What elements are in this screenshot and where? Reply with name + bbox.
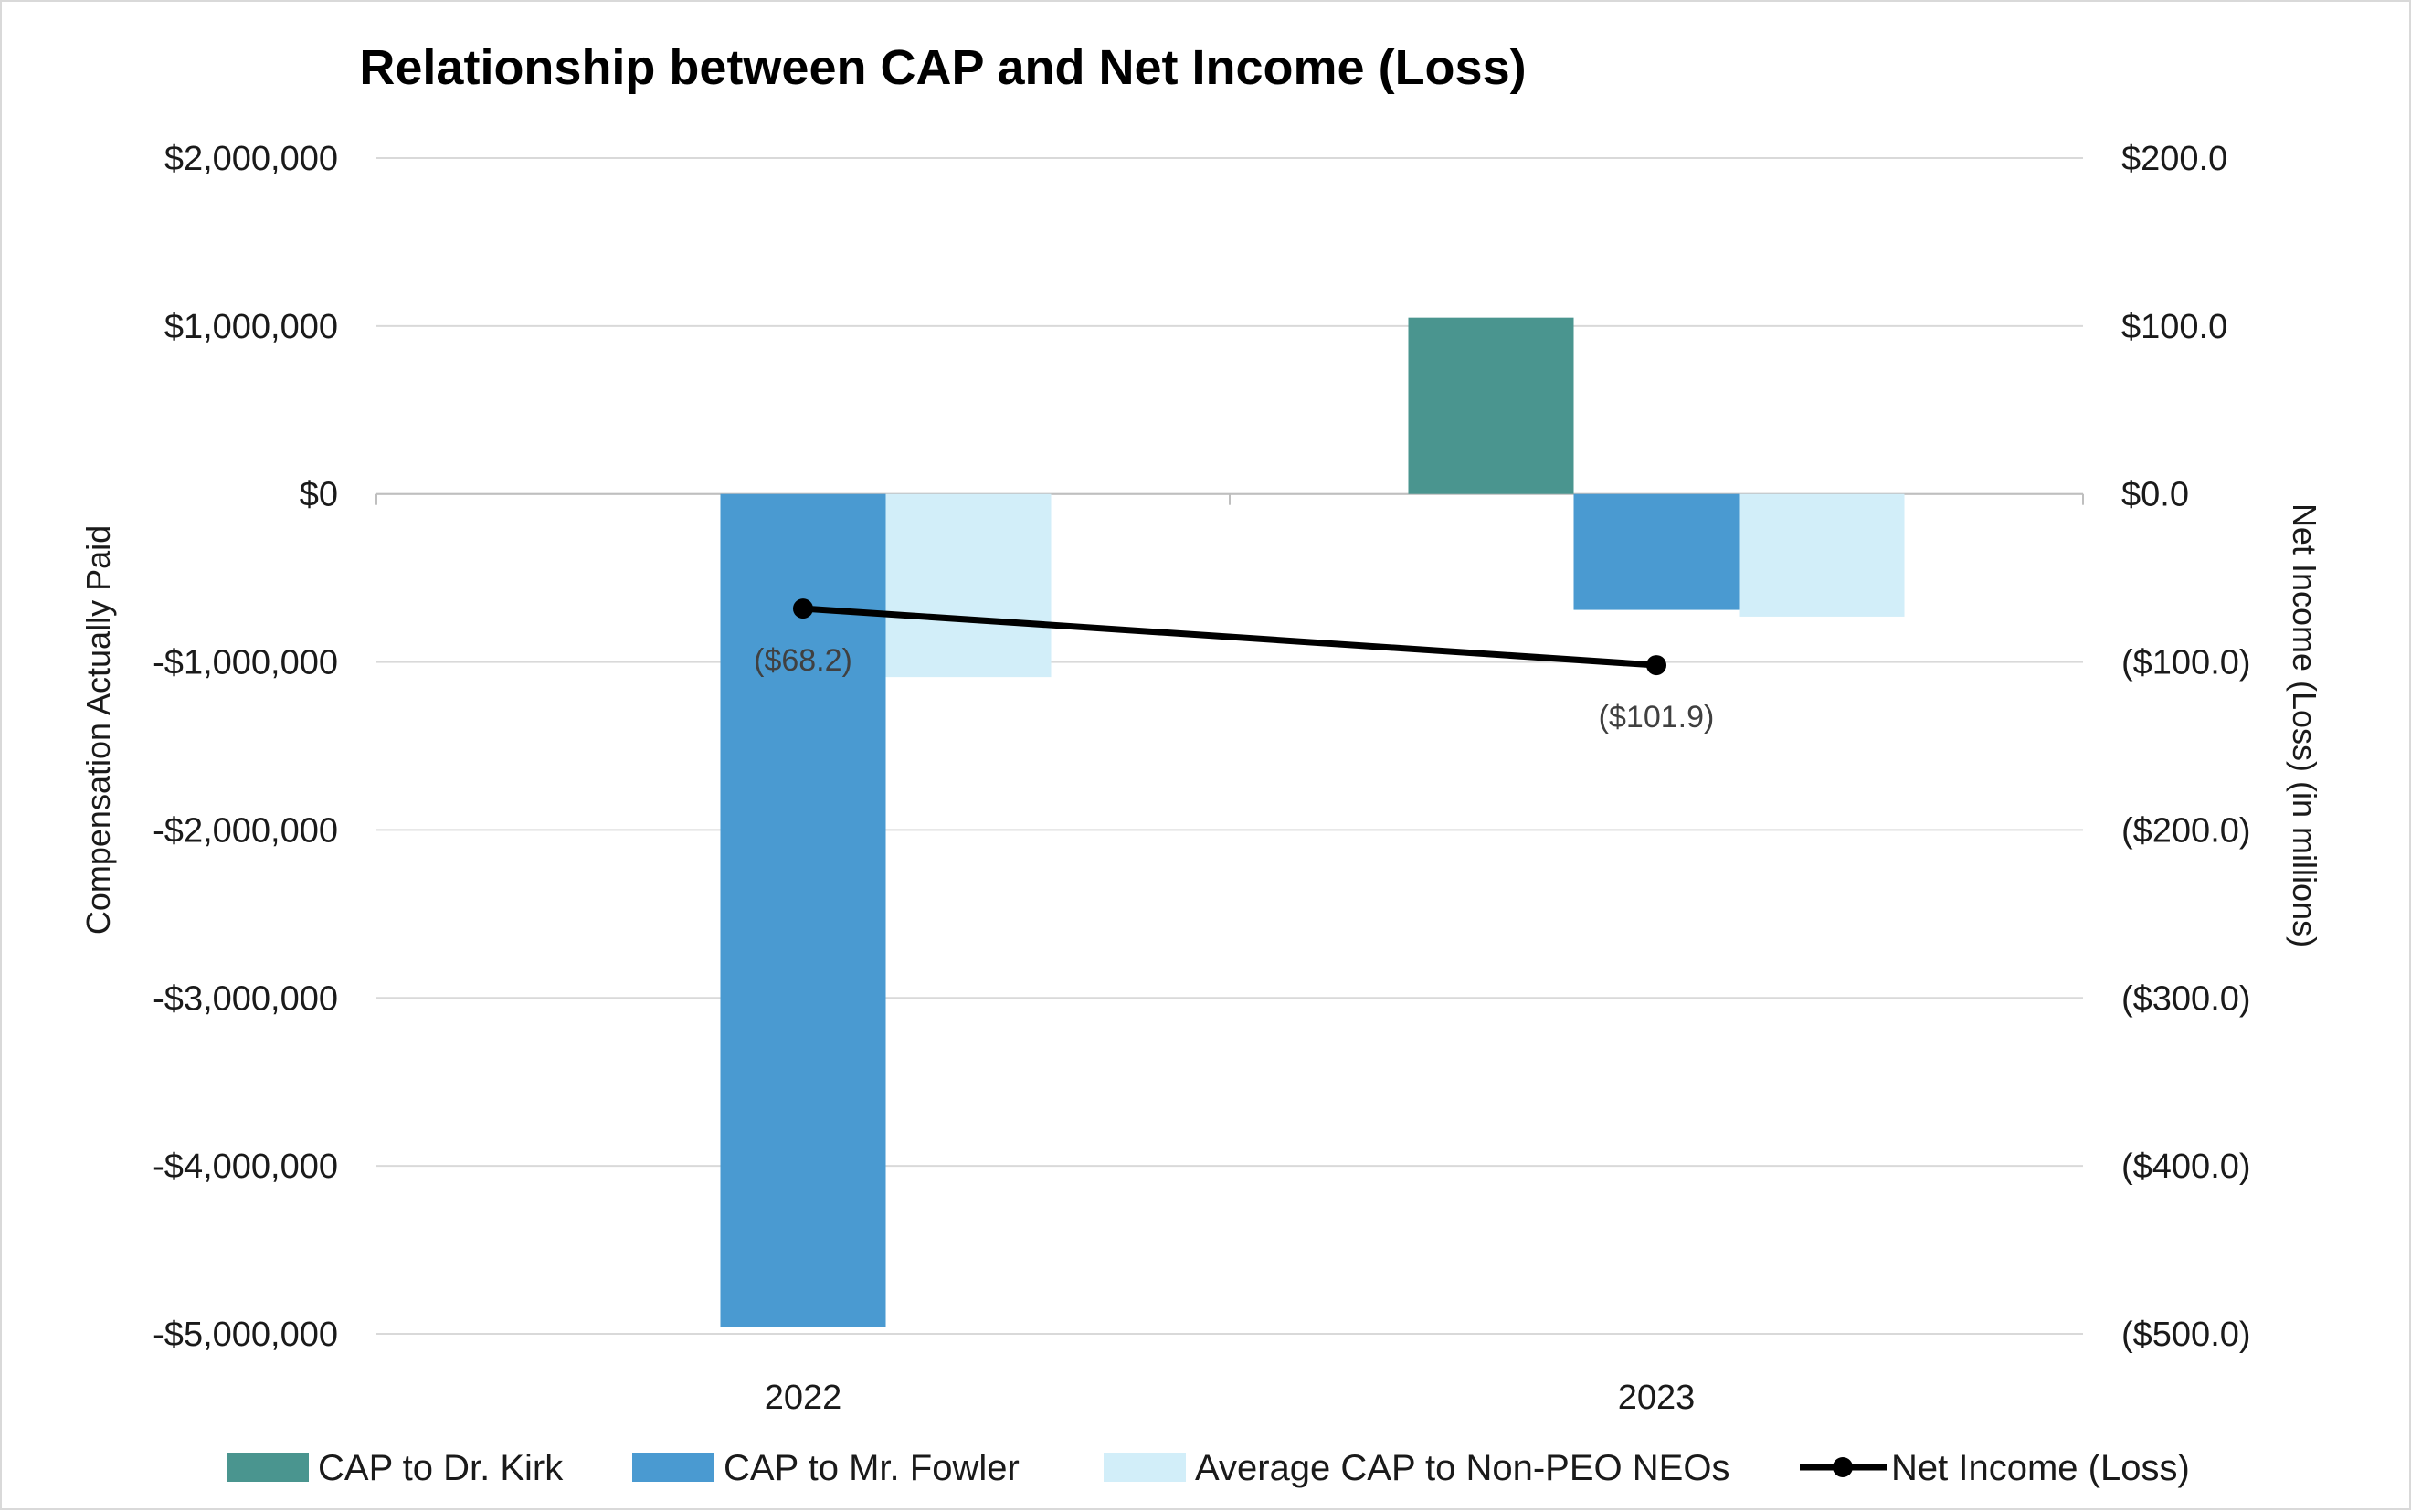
y-tick-label: -$5,000,000 [153, 1316, 338, 1354]
legend-swatch [227, 1453, 309, 1482]
net-income-point-2023 [1646, 655, 1666, 676]
bar-cap-to-mr-fowler-2023 [1573, 493, 1740, 610]
y2-tick-label: $200.0 [2121, 140, 2227, 178]
y-tick-label: -$1,000,000 [153, 644, 338, 682]
y2-tick-label: $0.0 [2121, 476, 2189, 514]
y2-tick-label: ($100.0) [2121, 644, 2251, 682]
tick-layer: $2,000,000 $1,000,000 $0 -$1,000,000 -$2,000… [153, 140, 2250, 1417]
legend-marker [1833, 1457, 1853, 1477]
bar-cap-to-dr-kirk-2023 [1408, 317, 1574, 494]
y2-axis-title: Net Income (Loss) (in millions) [2286, 503, 2323, 947]
y2-tick-label: ($200.0) [2121, 811, 2251, 850]
y-tick-label: $2,000,000 [164, 140, 338, 178]
chart-title: Relationship between CAP and Net Income … [359, 40, 1526, 95]
y2-tick-label: $100.0 [2121, 308, 2227, 346]
legend-label: CAP to Mr. Fowler [724, 1448, 1020, 1488]
y-tick-label: $1,000,000 [164, 308, 338, 346]
net-income-line [802, 605, 1657, 669]
net-income-point-2022 [793, 598, 813, 619]
line-layer: ($68.2) ($101.9) [754, 598, 1714, 735]
y-tick-label: $0 [300, 476, 338, 514]
legend-swatch [1104, 1453, 1186, 1482]
net-income-data-label: ($101.9) [1599, 700, 1715, 735]
y-axis-title: Compensation Actually Paid [79, 525, 117, 935]
bar-layer [720, 317, 1905, 1327]
legend-label: CAP to Dr. Kirk [318, 1448, 564, 1488]
bar-average-cap-to-non-peo-neos-2022 [885, 493, 1052, 678]
bar-cap-to-mr-fowler-2022 [720, 493, 886, 1327]
legend-swatch [632, 1453, 714, 1482]
y-tick-label: -$2,000,000 [153, 811, 338, 850]
legend-label: Average CAP to Non-PEO NEOs [1195, 1448, 1729, 1488]
y-tick-label: -$3,000,000 [153, 979, 338, 1018]
bar-average-cap-to-non-peo-neos-2023 [1739, 493, 1905, 617]
x-tick-label: 2022 [765, 1379, 842, 1417]
y2-tick-label: ($500.0) [2121, 1316, 2251, 1354]
x-tick-label: 2023 [1618, 1379, 1696, 1417]
y2-tick-label: ($400.0) [2121, 1147, 2251, 1186]
y-tick-label: -$4,000,000 [153, 1147, 338, 1186]
net-income-data-label: ($68.2) [754, 643, 852, 678]
grid-layer [375, 157, 2084, 1335]
y2-tick-label: ($300.0) [2121, 979, 2251, 1018]
legend-label: Net Income (Loss) [1891, 1448, 2190, 1488]
legend: CAP to Dr. Kirk CAP to Mr. Fowler Average … [227, 1448, 2190, 1488]
